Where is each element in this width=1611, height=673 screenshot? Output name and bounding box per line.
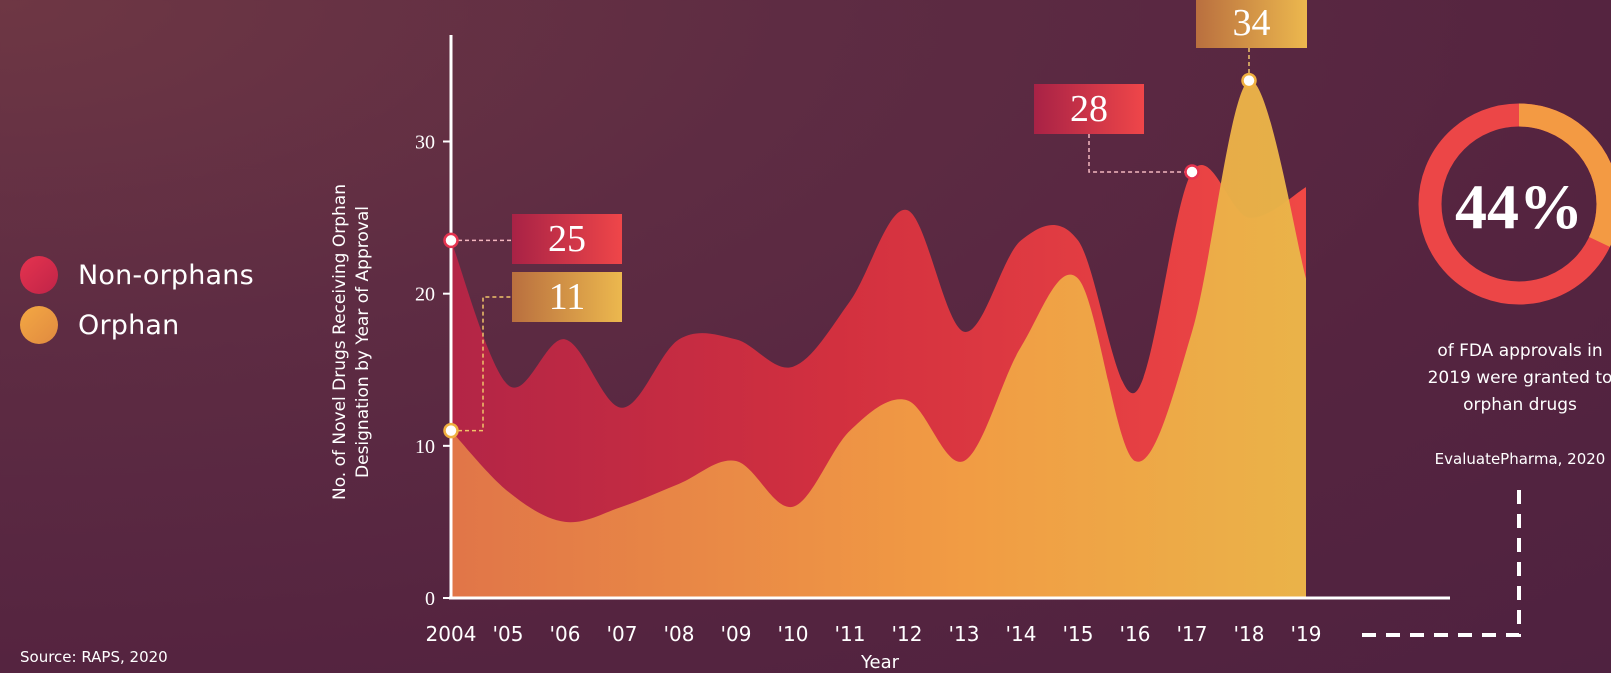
- legend-swatch-non-orphans: [20, 256, 58, 294]
- x-tick-label: '10: [778, 622, 809, 646]
- x-tick-label: '15: [1063, 622, 1094, 646]
- x-tick-label: '08: [664, 622, 695, 646]
- stat-ring-group: 44%: [1418, 103, 1611, 305]
- ring-accent-arc: [1418, 103, 1611, 305]
- x-axis-title: Year: [860, 652, 900, 673]
- stat-caption-line-1: of FDA approvals in: [1437, 341, 1603, 361]
- x-tick-label: '14: [1006, 622, 1037, 646]
- legend-swatch-orphan: [20, 306, 58, 344]
- callout-box: [512, 214, 622, 264]
- callout-marker: [1241, 72, 1257, 89]
- x-tick-label: '11: [835, 622, 866, 646]
- callout-label: 11: [549, 276, 586, 318]
- area-series-group: [451, 80, 1306, 598]
- x-tick-label: '07: [607, 622, 638, 646]
- callout-leader: [451, 296, 512, 432]
- callout-marker: [443, 422, 459, 439]
- source-note: Source: RAPS, 2020: [20, 648, 168, 666]
- y-axis-title: No. of Novel Drugs Receiving Orphan Desi…: [330, 184, 373, 501]
- stat-source: EvaluatePharma, 2020: [1434, 450, 1606, 468]
- y-tick-label: 30: [415, 132, 435, 154]
- area-orphan: [451, 80, 1306, 598]
- legend-item-non-orphans: Non-orphans: [20, 250, 254, 300]
- x-tick-label: '17: [1177, 622, 1208, 646]
- callout-marker: [1184, 164, 1200, 180]
- dashed-connector: [1352, 490, 1521, 637]
- x-tick-label: '16: [1120, 622, 1151, 646]
- legend: Non-orphans Orphan: [20, 250, 254, 350]
- axes-group: [449, 35, 1450, 600]
- x-tick-label: '13: [949, 622, 980, 646]
- x-tick-label: '19: [1291, 622, 1322, 646]
- y-tick-label: 20: [415, 284, 435, 306]
- x-tick-label: 2004: [426, 622, 477, 646]
- callout-label: 28: [1070, 88, 1108, 130]
- x-tick-label: '12: [892, 622, 923, 646]
- y-tick-label: 10: [415, 436, 435, 458]
- callout-label: 34: [1233, 2, 1271, 44]
- callouts-group: 25 11 28 34: [443, 0, 1307, 439]
- y-tick-label: 0: [425, 588, 435, 610]
- x-ticks-group: 2004 '05 '06 '07 '08 '09 '10 '11 '12 '13 '14 '15 '16…: [426, 622, 1322, 646]
- x-tick-label: '09: [721, 622, 752, 646]
- callout-label: 25: [548, 218, 586, 260]
- stat-caption-line-2: 2019 were granted to: [1427, 368, 1611, 388]
- legend-item-orphan: Orphan: [20, 300, 254, 350]
- stat-caption-line-3: orphan drugs: [1463, 395, 1577, 415]
- stat-value: 44%: [1455, 171, 1583, 242]
- callout-box: [512, 272, 622, 322]
- x-tick-label: '18: [1234, 622, 1265, 646]
- callout-box: [1034, 84, 1144, 134]
- callout-marker: [443, 232, 459, 249]
- y-ticks-group: 0 10 20 30: [415, 132, 451, 610]
- x-tick-label: '06: [550, 622, 581, 646]
- legend-label-non-orphans: Non-orphans: [78, 259, 254, 291]
- legend-label-orphan: Orphan: [78, 309, 180, 341]
- callout-box: [1196, 0, 1307, 48]
- x-tick-label: '05: [493, 622, 524, 646]
- callout-leader: [1088, 134, 1192, 173]
- stat-caption: of FDA approvals in 2019 were granted to…: [1410, 338, 1611, 419]
